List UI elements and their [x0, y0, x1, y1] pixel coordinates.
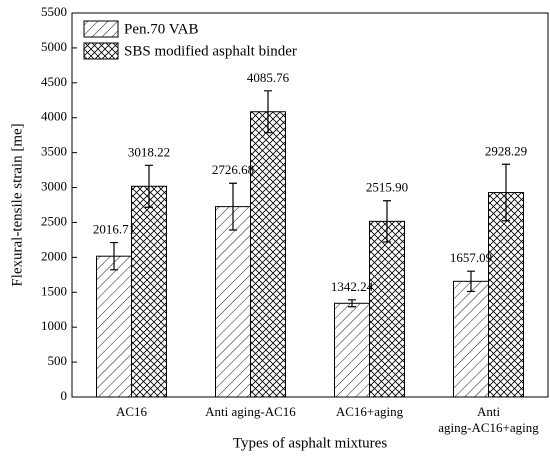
y-tick-label: 3000 [41, 179, 67, 194]
value-label: 4085.76 [247, 70, 290, 85]
value-label: 2016.71 [93, 222, 135, 237]
bar [334, 302, 370, 398]
y-tick-label: 1500 [41, 283, 67, 298]
x-tick-label: AC16 [116, 404, 148, 419]
error-bar [229, 182, 237, 231]
value-label: 2515.90 [366, 180, 408, 195]
y-tick-label: 5000 [41, 39, 67, 54]
value-label: 1342.24 [331, 279, 374, 294]
error-bar [502, 163, 510, 222]
bar [131, 185, 167, 398]
error-bar [110, 241, 118, 271]
y-tick-label: 3500 [41, 144, 67, 159]
legend-swatch [83, 42, 119, 60]
y-tick-label: 4500 [41, 74, 67, 89]
legend-label: SBS modified asphalt binder [124, 43, 297, 59]
plot-frame [71, 12, 549, 398]
bar [250, 111, 286, 398]
y-tick-label: 5500 [41, 4, 67, 19]
value-label: 1657.09 [450, 250, 492, 265]
value-label: 2928.29 [485, 143, 527, 158]
error-bar [264, 90, 272, 134]
y-tick-label: 0 [61, 388, 68, 403]
bar [96, 255, 132, 398]
error-bar [383, 200, 391, 243]
bar [453, 280, 489, 398]
error-bar [467, 270, 475, 293]
legend-swatch [83, 20, 119, 38]
y-tick-label: 500 [48, 353, 68, 368]
y-axis-label: Flexural-tensile strain [me] [9, 123, 25, 286]
x-tick-label: AC16+aging [336, 404, 404, 419]
x-tick-label: Anti aging-AC16+aging [438, 404, 539, 435]
bar [488, 192, 524, 398]
y-tick-label: 2500 [41, 213, 67, 228]
x-tick-label: Anti aging-AC16 [205, 404, 296, 419]
value-label: 3018.22 [128, 144, 170, 159]
bar [369, 220, 405, 398]
x-axis-label: Types of asphalt mixtures [233, 435, 387, 451]
value-label: 2726.68 [212, 162, 254, 177]
error-bar [348, 299, 356, 308]
y-tick-label: 1000 [41, 318, 67, 333]
bar [215, 206, 251, 398]
legend-label: Pen.70 VAB [124, 21, 198, 37]
error-bar [145, 164, 153, 208]
y-tick-label: 4000 [41, 109, 67, 124]
y-tick-label: 2000 [41, 248, 67, 263]
